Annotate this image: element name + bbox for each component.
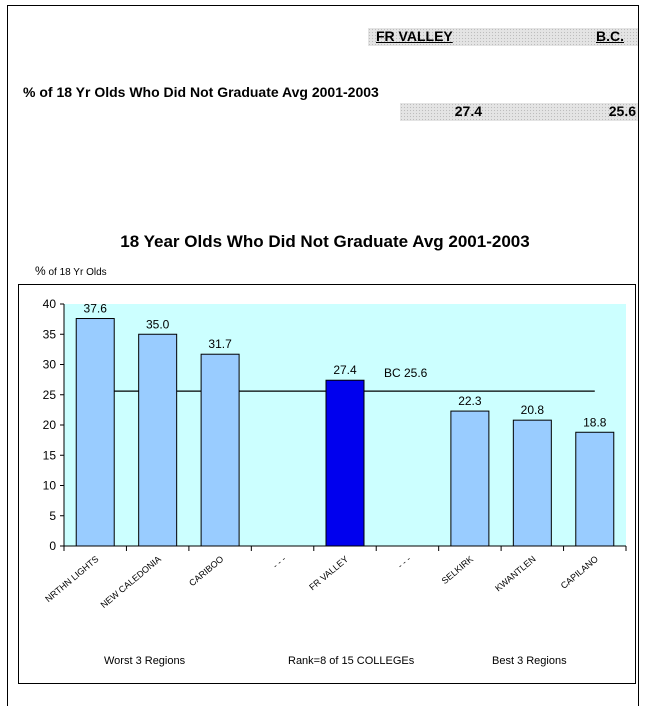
header-fr-valley: FR VALLEY xyxy=(376,28,453,44)
bar-value-label: 22.3 xyxy=(458,394,482,408)
y-tick-label: 0 xyxy=(49,539,56,553)
bar xyxy=(75,318,115,547)
x-tick-label: SELKIRK xyxy=(440,554,476,586)
x-tick-label: CAPILANO xyxy=(559,554,600,591)
y-tick-label: 30 xyxy=(43,358,57,372)
y-tick-label: 25 xyxy=(43,388,57,402)
header-shading xyxy=(368,28,638,46)
x-tick-label: NRTHN LIGHTS xyxy=(43,554,100,604)
bar xyxy=(575,431,615,547)
metric-fr-value: 27.4 xyxy=(454,103,482,119)
y-axis-unit-sub: of 18 Yr Olds xyxy=(45,267,107,278)
y-tick-label: 20 xyxy=(43,418,57,432)
y-axis-unit-main: % xyxy=(35,264,46,278)
x-tick-label: NEW CALEDONIA xyxy=(99,554,163,610)
caption-rank: Rank=8 of 15 COLLEGEs xyxy=(288,655,415,667)
reference-label: BC 25.6 xyxy=(384,366,428,380)
y-tick-label: 15 xyxy=(43,448,57,462)
bar-value-label: 18.8 xyxy=(583,415,607,429)
y-tick-label: 5 xyxy=(49,509,56,523)
bar-value-label: 31.7 xyxy=(208,337,232,351)
caption-worst: Worst 3 Regions xyxy=(104,655,186,667)
chart-title: 18 Year Olds Who Did Not Graduate Avg 20… xyxy=(120,232,530,251)
y-axis-unit: % of 18 Yr Olds xyxy=(35,264,107,278)
bar-value-label: 35.0 xyxy=(146,317,170,331)
metric-label: % of 18 Yr Olds Who Did Not Graduate Avg… xyxy=(23,84,379,100)
header-bc: B.C. xyxy=(596,28,624,44)
bar xyxy=(512,419,552,547)
x-tick-label: KWANTLEN xyxy=(493,554,537,594)
y-tick-label: 40 xyxy=(43,297,57,311)
caption-best: Best 3 Regions xyxy=(492,655,567,667)
bar xyxy=(450,410,490,547)
x-tick-label: - - - xyxy=(271,554,288,571)
x-tick-label: CARIBOO xyxy=(187,554,225,588)
bar-value-label: 20.8 xyxy=(521,403,545,417)
report-frame xyxy=(7,5,639,706)
bar xyxy=(200,353,240,547)
value-shading xyxy=(400,103,638,121)
bar xyxy=(325,379,365,547)
y-tick-label: 35 xyxy=(43,327,57,341)
metric-bc-value: 25.6 xyxy=(608,103,636,119)
bar xyxy=(138,333,178,547)
y-tick-label: 10 xyxy=(43,479,57,493)
bar-value-label: 37.6 xyxy=(84,302,108,316)
x-tick-label: - - - xyxy=(396,554,413,571)
bar-value-label: 27.4 xyxy=(333,363,357,377)
x-tick-label: FR VALLEY xyxy=(307,554,350,592)
